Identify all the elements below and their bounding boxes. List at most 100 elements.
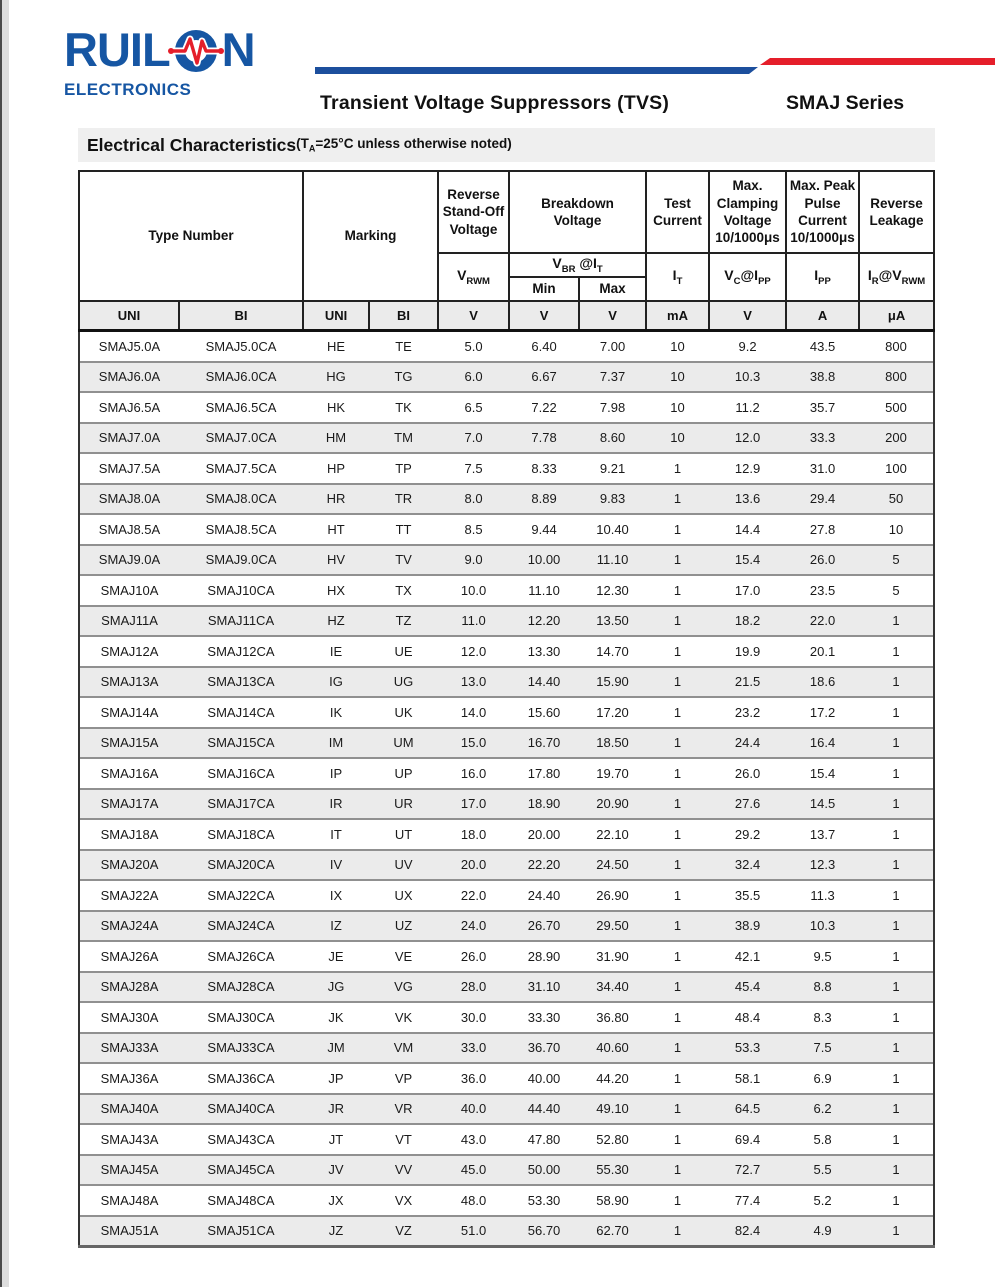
cell: 1 — [859, 696, 936, 728]
cell: 10.3 — [709, 360, 787, 392]
cell: 6.2 — [786, 1092, 860, 1124]
cell: UR — [369, 787, 439, 819]
cell: 33.0 — [438, 1031, 510, 1063]
cell: 100 — [859, 452, 936, 484]
col-group-reverse-standoff: Reverse Stand-Off Voltage — [437, 170, 511, 254]
cell: 35.5 — [709, 879, 787, 911]
cell: 7.37 — [579, 360, 647, 392]
cell: 16.0 — [438, 757, 510, 789]
cell: 7.5 — [438, 452, 510, 484]
cell: JR — [303, 1092, 370, 1124]
cell: 62.70 — [579, 1214, 647, 1248]
table-row: SMAJ6.5A SMAJ6.5CA HK TK 6.5 7.22 7.98 10 11.2 35… — [78, 391, 936, 423]
cell: 1 — [859, 787, 936, 819]
cell: SMAJ7.0CA — [179, 421, 304, 453]
unit-cell: V — [578, 300, 648, 332]
cell: HV — [303, 543, 370, 575]
cell: 20.00 — [509, 818, 580, 850]
cell: SMAJ11A — [78, 604, 179, 636]
cell: 15.0 — [438, 726, 510, 758]
cell: SMAJ30CA — [179, 1001, 304, 1033]
cell: JZ — [303, 1214, 370, 1248]
cell: SMAJ33CA — [179, 1031, 304, 1063]
cell: 26.0 — [438, 940, 510, 972]
cell: 42.1 — [709, 940, 787, 972]
cell: 1 — [646, 604, 710, 636]
cell: TM — [369, 421, 439, 453]
cell: SMAJ8.5A — [78, 513, 179, 545]
cell: 23.2 — [709, 696, 787, 728]
cell: IZ — [303, 909, 370, 941]
cell: 12.3 — [786, 848, 860, 880]
cell: SMAJ8.0A — [78, 482, 179, 514]
cell: 43.5 — [786, 330, 860, 362]
table-row: SMAJ36A SMAJ36CA JP VP 36.0 40.00 44.20 1 58.1 6.… — [78, 1062, 936, 1094]
cell: 10 — [646, 391, 710, 423]
cell: 8.8 — [786, 970, 860, 1002]
cell: 12.0 — [438, 635, 510, 667]
cell: 22.0 — [786, 604, 860, 636]
cell: SMAJ5.0A — [78, 330, 179, 362]
col-group-reverse-leakage: Reverse Leakage — [858, 170, 936, 254]
unit-cell: UNI — [302, 300, 371, 332]
cell: 18.2 — [709, 604, 787, 636]
cell: SMAJ9.0CA — [179, 543, 304, 575]
unit-cell: V — [437, 300, 511, 332]
cell: 11.3 — [786, 879, 860, 911]
cell: 22.0 — [438, 879, 510, 911]
cell: 50.00 — [509, 1153, 580, 1185]
cell: 5.8 — [786, 1123, 860, 1155]
cell: 14.4 — [709, 513, 787, 545]
cell: 1 — [646, 1184, 710, 1216]
unit-cell: mA — [645, 300, 711, 332]
col-group-max-peak-pulse: Max. Peak Pulse Current 10/1000μs — [785, 170, 861, 254]
cell: 31.0 — [786, 452, 860, 484]
cell: SMAJ45A — [78, 1153, 179, 1185]
cell: 33.3 — [786, 421, 860, 453]
cell: SMAJ26CA — [179, 940, 304, 972]
table-header: Type Number Marking Reverse Stand-Off Vo… — [77, 170, 936, 332]
table-row: SMAJ13A SMAJ13CA IG UG 13.0 14.40 15.90 1 21.5 18… — [78, 665, 936, 697]
cell: 47.80 — [509, 1123, 580, 1155]
cell: SMAJ17A — [78, 787, 179, 819]
col-group-breakdown-voltage: Breakdown Voltage — [508, 170, 648, 254]
cell: 16.4 — [786, 726, 860, 758]
cell: HE — [303, 330, 370, 362]
cell: 1 — [859, 1214, 936, 1248]
cell: 12.30 — [579, 574, 647, 606]
cell: JK — [303, 1001, 370, 1033]
cell: VE — [369, 940, 439, 972]
cell: 1 — [646, 757, 710, 789]
cell: 6.0 — [438, 360, 510, 392]
table-row: SMAJ12A SMAJ12CA IE UE 12.0 13.30 14.70 1 19.9 20… — [78, 635, 936, 667]
cell: SMAJ45CA — [179, 1153, 304, 1185]
cell: 19.9 — [709, 635, 787, 667]
doc-title: Transient Voltage Suppressors (TVS) — [320, 92, 670, 114]
cell: 1 — [646, 665, 710, 697]
cell: 1 — [646, 909, 710, 941]
cell: 1 — [646, 1214, 710, 1248]
cell: 10.3 — [786, 909, 860, 941]
cell: 18.50 — [579, 726, 647, 758]
col-min: Min — [508, 276, 581, 302]
cell: SMAJ22A — [78, 879, 179, 911]
series-title: SMAJ Series — [786, 92, 905, 114]
cell: 9.44 — [509, 513, 580, 545]
cell: 1 — [646, 818, 710, 850]
cell: SMAJ11CA — [179, 604, 304, 636]
cell: 9.21 — [579, 452, 647, 484]
cell: 1 — [646, 543, 710, 575]
cell: 10.00 — [509, 543, 580, 575]
cell: 55.30 — [579, 1153, 647, 1185]
cell: 1 — [859, 848, 936, 880]
cell: 50 — [859, 482, 936, 514]
table-row: SMAJ45A SMAJ45CA JV VV 45.0 50.00 55.30 1 72.7 5.… — [78, 1153, 936, 1185]
cell: 27.8 — [786, 513, 860, 545]
table-row: SMAJ22A SMAJ22CA IX UX 22.0 24.40 26.90 1 35.5 11… — [78, 879, 936, 911]
cell: 500 — [859, 391, 936, 423]
cell: 53.3 — [709, 1031, 787, 1063]
cell: 1 — [646, 1062, 710, 1094]
cell: TX — [369, 574, 439, 606]
cell: 12.9 — [709, 452, 787, 484]
cell: 13.7 — [786, 818, 860, 850]
